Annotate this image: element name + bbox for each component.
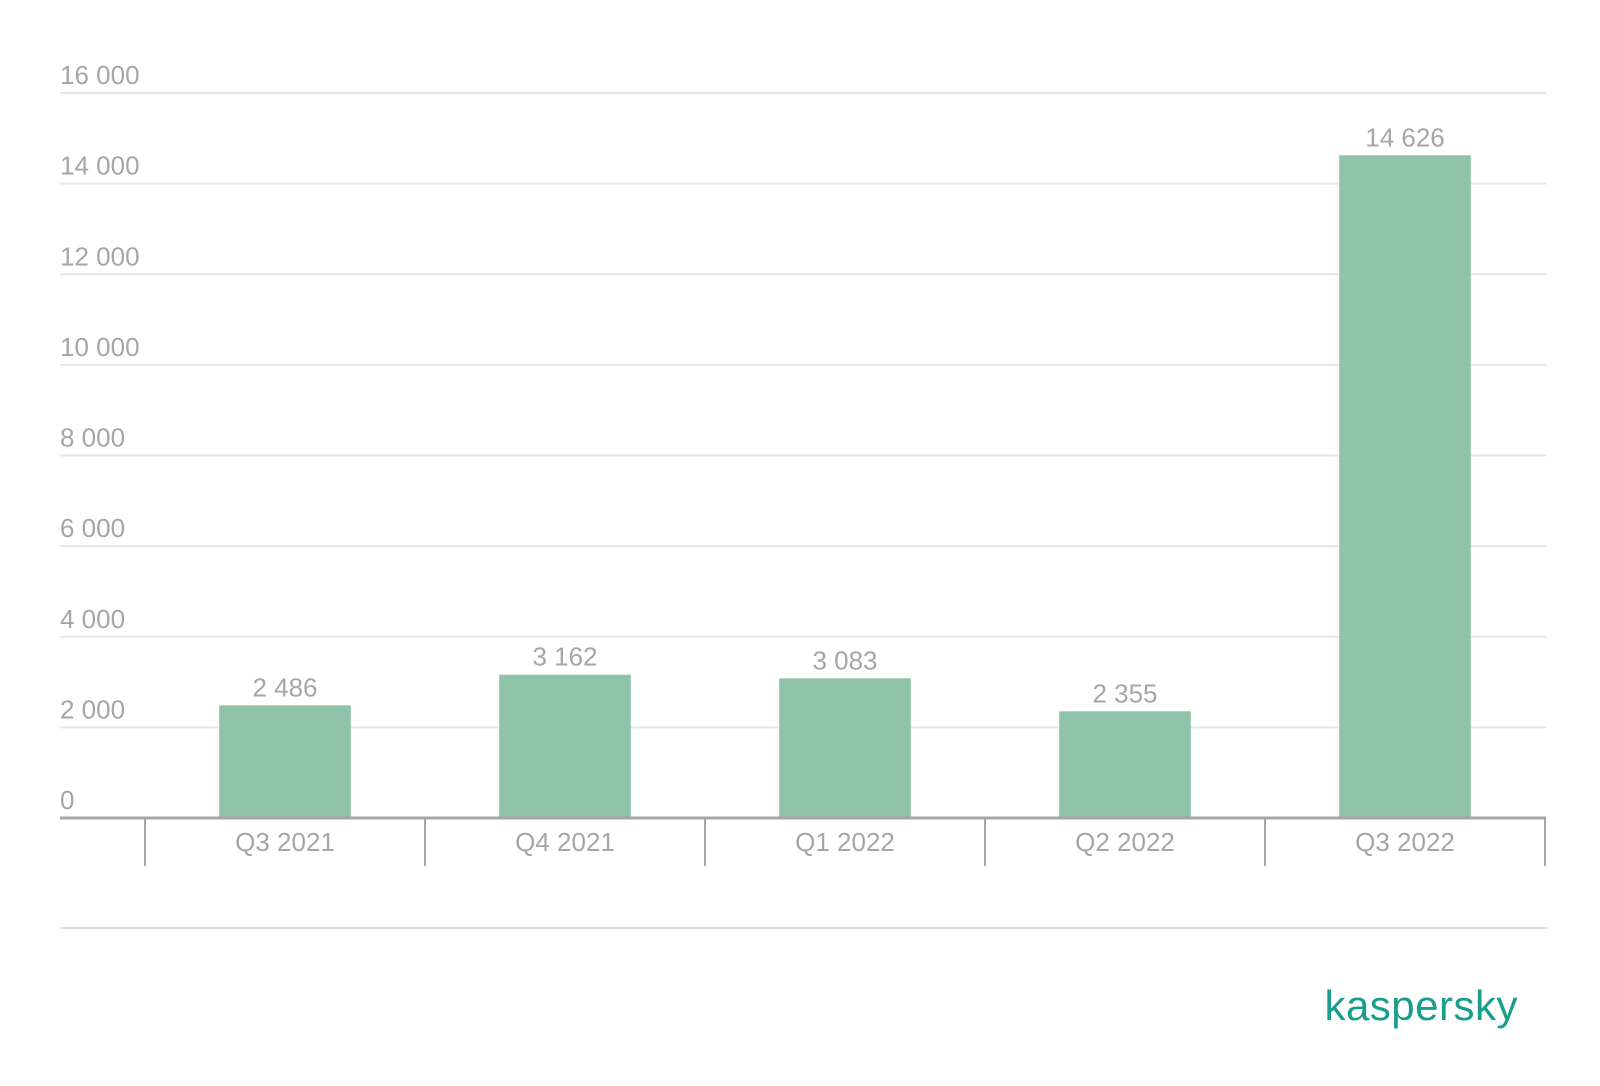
gridlines: [60, 92, 1546, 729]
data-label: 14 626: [1365, 122, 1445, 152]
data-label: 3 162: [532, 642, 597, 672]
x-axis: Q3 2021 Q4 2021 Q1 2022 Q2 2022 Q3 2022: [60, 816, 1546, 866]
data-label: 2 486: [252, 672, 317, 702]
y-tick-label: 0: [60, 785, 74, 815]
x-tick-label: Q3 2022: [1355, 827, 1455, 857]
y-tick-label: 8 000: [60, 423, 125, 453]
y-tick-label: 10 000: [60, 332, 140, 362]
kaspersky-logo: kaspersky: [1324, 982, 1518, 1029]
bar: [1339, 155, 1471, 818]
y-axis-tick-labels: 0 2 000 4 000 6 000 8 000 10 000 12 000 14 000 1…: [60, 60, 140, 815]
x-tick-label: Q2 2022: [1075, 827, 1175, 857]
data-labels: 2 486 3 162 3 083 2 355 14 626: [252, 122, 1444, 708]
x-tick-label: Q4 2021: [515, 827, 615, 857]
bar: [219, 705, 351, 818]
y-tick-label: 2 000: [60, 694, 125, 724]
bars: [219, 155, 1471, 818]
y-tick-label: 4 000: [60, 604, 125, 634]
bar: [1059, 711, 1191, 818]
y-tick-label: 16 000: [60, 60, 140, 90]
y-tick-label: 14 000: [60, 151, 140, 181]
bar: [779, 678, 911, 818]
x-tick-label: Q1 2022: [795, 827, 895, 857]
y-tick-label: 12 000: [60, 241, 140, 271]
y-tick-label: 6 000: [60, 513, 125, 543]
x-tick-label: Q3 2021: [235, 827, 335, 857]
bar: [499, 674, 631, 818]
data-label: 3 083: [812, 645, 877, 675]
data-label: 2 355: [1092, 678, 1157, 708]
